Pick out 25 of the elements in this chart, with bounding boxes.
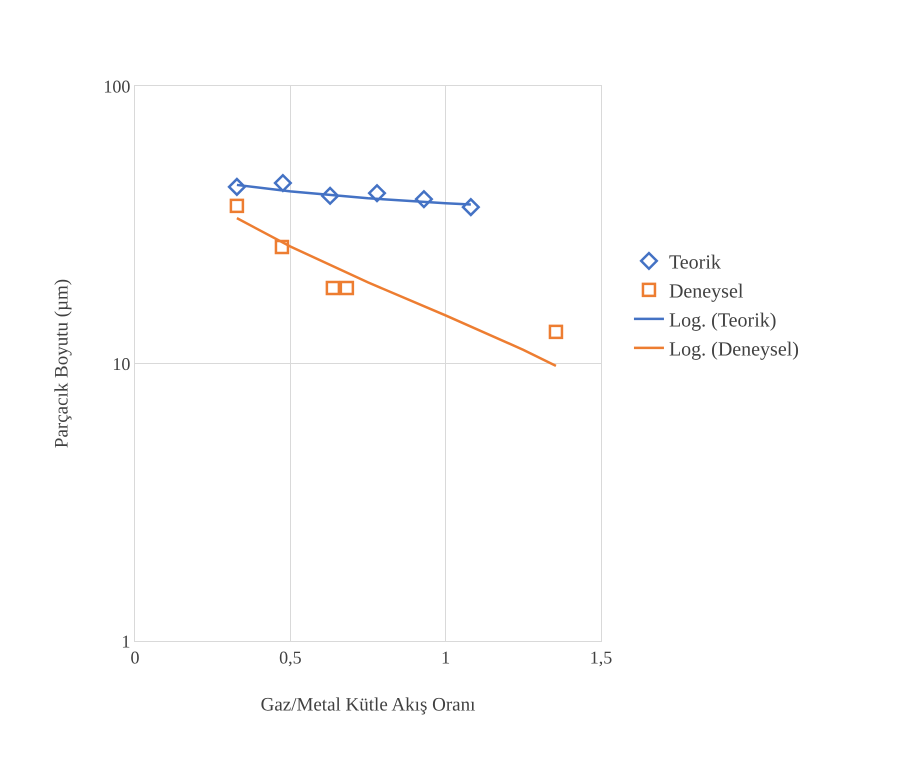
legend-label: Teorik [668,252,721,274]
point [548,324,564,340]
legend-label: Log. (Teorik) [668,310,776,332]
legend-label: Log. (Deneysel) [668,338,799,361]
point [462,198,480,216]
x-tick-label: 1,5 [590,648,612,668]
y-tick-label: 100 [103,76,130,96]
x-axis-title: Gaz/Metal Kütle Akış Oranı [260,694,476,716]
point [274,240,290,254]
x-tick-label: 0,5 [279,648,302,668]
point [368,184,386,202]
point [228,178,246,196]
point [274,174,292,192]
y-tick-label: 10 [112,354,130,374]
y-axis-title: Parçacık Boyutu (µm) [51,278,72,448]
x-tick-label: 0 [130,648,140,668]
legend-label: Deneysel [668,280,744,303]
point [414,190,433,208]
point [340,280,354,296]
line-series [236,216,558,368]
y-tick-label: 1 [121,631,130,652]
x-tick-label: 1 [441,648,450,668]
point [230,198,244,214]
point [326,280,340,296]
point [321,186,340,205]
